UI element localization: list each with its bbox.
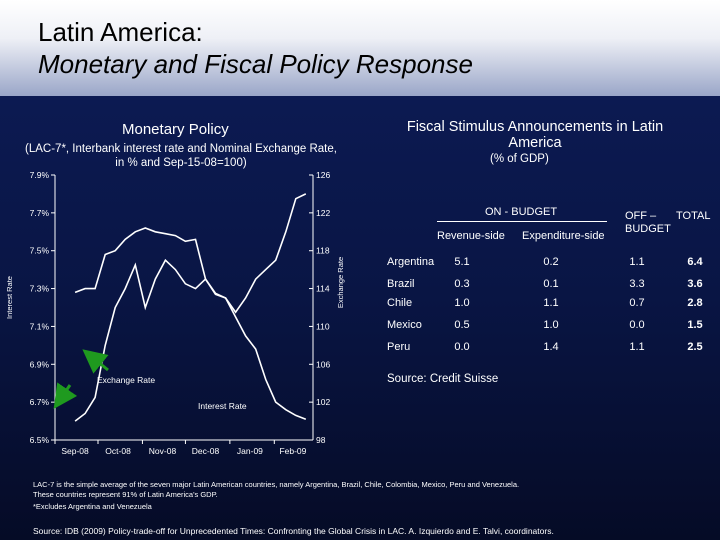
y-tick-label-left: 7.3% [30,284,50,294]
table-cell: 1.1 [629,341,645,353]
credit-suisse-source: Source: Credit Suisse [387,373,499,385]
y-tick-label-right: 106 [316,359,330,369]
exchange-rate-arrow [82,349,109,374]
table-cell: 0.0 [454,341,470,353]
footnote-excludes: *Excludes Argentina and Venezuela [33,502,152,511]
exchange-rate-annotation: Exchange Rate [97,375,155,385]
on-budget-underline [437,221,607,222]
x-tick-label: Sep-08 [61,446,89,456]
interest-rate-line [74,227,307,420]
fiscal-stimulus-subtitle: (% of GDP) [490,153,549,165]
table-cell: 5.1 [454,256,470,268]
x-tick-label: Dec-08 [192,446,220,456]
y-tick-label-right: 110 [316,321,330,331]
table-cell-total: 2.5 [687,341,703,353]
table-cell-total: 3.6 [687,278,703,290]
y-tick-label-right: 102 [316,397,330,407]
y-tick-label-right: 126 [316,170,330,180]
table-cell-total: 2.8 [687,297,703,309]
table-cell: 1.4 [543,341,559,353]
table-cell: 0.2 [543,256,559,268]
revenue-side-header: Revenue-side [437,230,505,242]
y-tick-label-left: 7.7% [30,208,50,218]
page-title: Latin America: [38,17,203,47]
exchange-rate-line [74,193,307,422]
table-row-label: Chile [387,297,413,309]
footnote-gdp-share: These countries represent 91% of Latin A… [33,490,218,499]
x-tick-label: Nov-08 [149,446,177,456]
y-tick-label-left: 6.7% [30,397,50,407]
y-tick-label-right: 114 [316,284,330,294]
table-cell: 3.3 [629,278,645,290]
content-panel [0,96,720,540]
footnote-idb-source: Source: IDB (2009) Policy-trade-off for … [33,526,554,536]
monetary-policy-title: Monetary Policy [122,121,229,138]
x-tick-label: Oct-08 [105,446,131,456]
x-tick-label: Feb-09 [279,446,306,456]
title-bar: Latin America: Monetary and Fiscal Polic… [0,0,720,96]
y-tick-label-right: 118 [316,246,330,256]
table-cell: 0.3 [454,278,470,290]
monetary-policy-subtitle: (LAC-7*, Interbank interest rate and Nom… [25,143,337,169]
y-tick-label-left: 7.1% [30,321,50,331]
page-subtitle: Monetary and Fiscal Policy Response [38,49,473,79]
table-row-label: Mexico [387,319,422,331]
table-row-label: Argentina [387,256,435,268]
y-tick-label-left: 6.5% [30,435,50,445]
off-budget-header: OFF – BUDGET [625,210,671,235]
on-budget-header: ON - BUDGET [485,206,558,218]
y-tick-label-right: 122 [316,208,330,218]
interest-rate-annotation: Interest Rate [198,401,247,411]
table-cell: 0.7 [629,297,645,309]
table-row-label: Peru [387,341,411,353]
table-cell-total: 6.4 [687,256,703,268]
y-tick-label-left: 7.5% [30,246,50,256]
expenditure-side-header: Expenditure-side [522,230,605,242]
total-header: TOTAL [676,210,711,222]
table-cell: 1.1 [629,256,645,268]
y-axis-title-right: Exchange Rate [336,257,345,308]
y-tick-label-right: 98 [316,435,326,445]
table-cell: 0.0 [629,319,645,331]
table-cell: 1.0 [543,319,559,331]
fiscal-stimulus-title: Fiscal Stimulus Announcements in Latin A… [406,119,664,151]
table-cell: 0.1 [543,278,559,290]
table-row-label: Brazil [387,278,415,290]
table-cell-total: 1.5 [687,319,703,331]
table-cell: 1.0 [454,297,470,309]
interest-rate-arrow [53,382,78,409]
monetary-policy-chart: 6.5% 6.7% 6.9% 7.1% 7.3% 7.5% 7.7% 7.9% 98 102 106… [5,170,345,456]
y-tick-label-left: 7.9% [30,170,50,180]
x-tick-label: Jan-09 [237,446,263,456]
footnote-lac7: LAC-7 is the simple average of the seven… [33,480,520,489]
y-tick-label-left: 6.9% [30,359,50,369]
table-cell: 0.5 [454,319,470,331]
table-cell: 1.1 [543,297,559,309]
y-axis-title-left: Interest Rate [5,276,14,319]
